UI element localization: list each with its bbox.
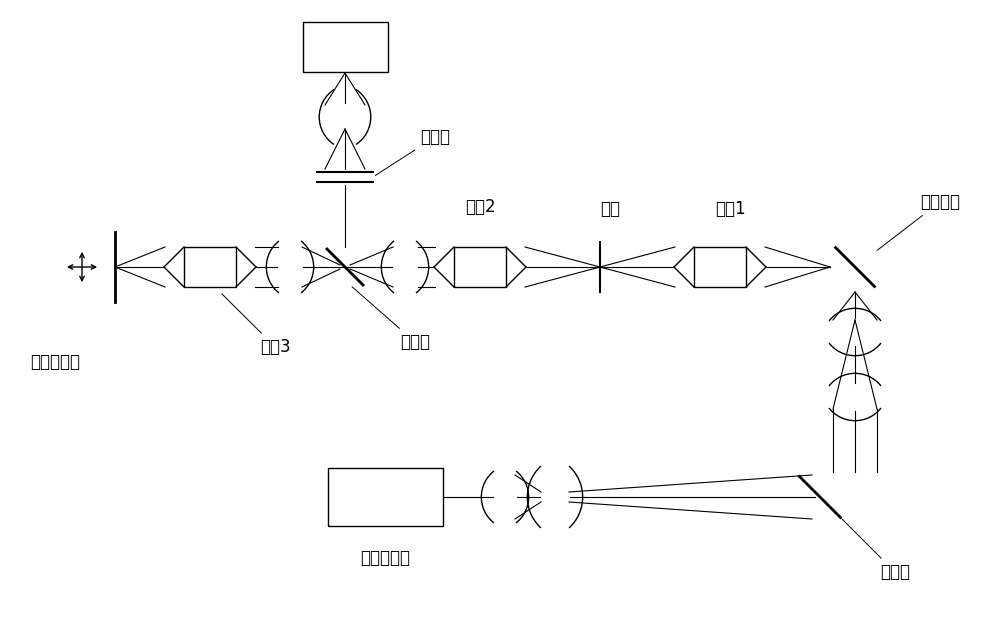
Bar bbox=[454, 247, 506, 287]
Text: 参考反射镜: 参考反射镜 bbox=[30, 353, 80, 371]
Bar bbox=[302, 22, 388, 72]
Text: 样品: 样品 bbox=[600, 200, 620, 218]
Text: 物镜3: 物镜3 bbox=[222, 294, 291, 356]
Text: 分束器: 分束器 bbox=[352, 287, 430, 351]
Text: 滤光片: 滤光片 bbox=[375, 128, 450, 176]
Text: 飞秒激光器: 飞秒激光器 bbox=[360, 549, 410, 567]
Text: 光电倍增管: 光电倍增管 bbox=[330, 0, 380, 1]
Text: 物镜2: 物镜2 bbox=[465, 198, 495, 216]
Text: 反射镜: 反射镜 bbox=[842, 519, 910, 581]
Text: 物镜1: 物镜1 bbox=[715, 200, 745, 218]
Text: 扫描振镜: 扫描振镜 bbox=[877, 193, 960, 250]
Bar bbox=[328, 468, 442, 526]
Bar bbox=[184, 247, 236, 287]
Bar bbox=[694, 247, 746, 287]
